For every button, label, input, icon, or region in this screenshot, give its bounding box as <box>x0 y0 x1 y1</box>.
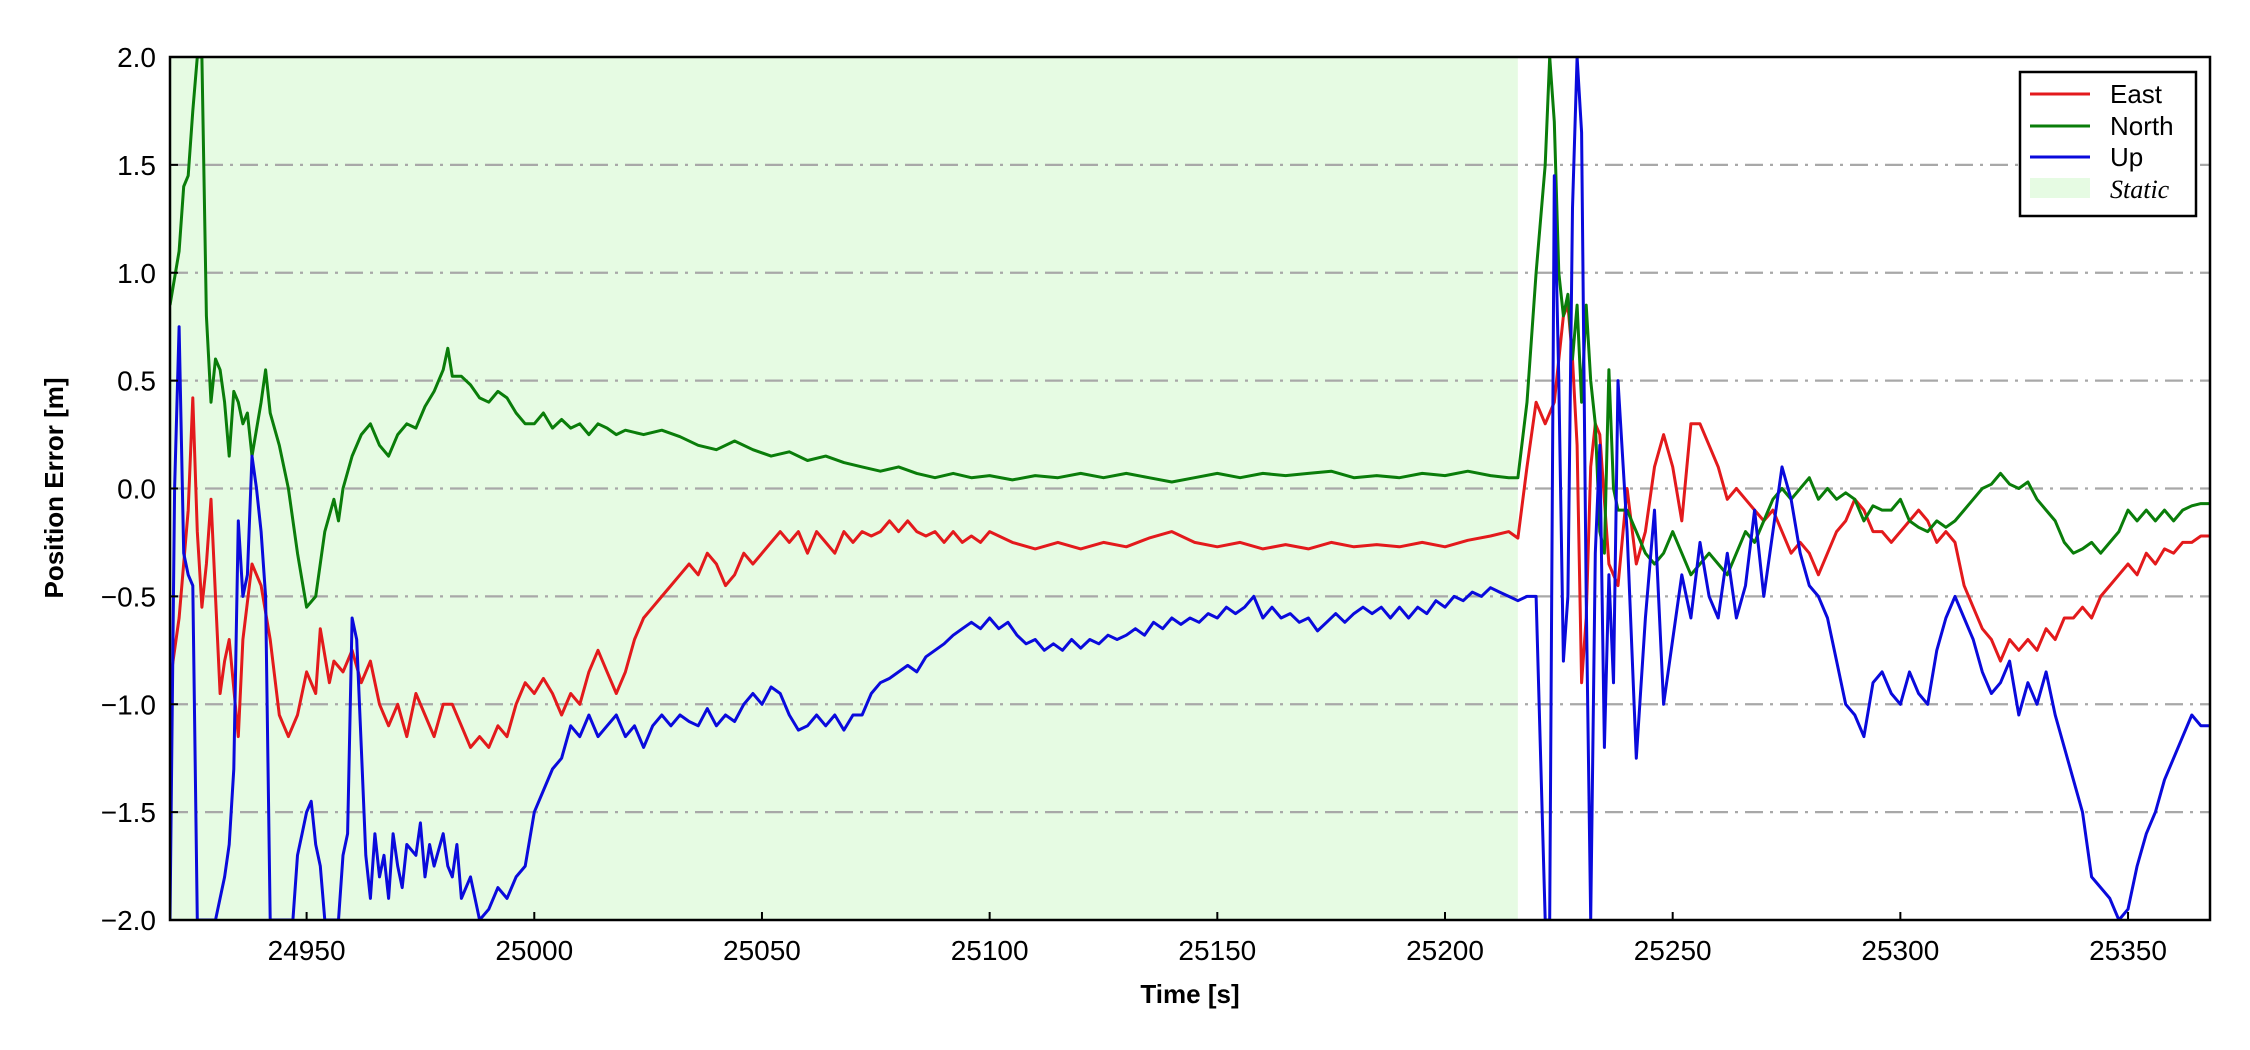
x-tick-label-5: 25200 <box>1406 935 1484 966</box>
y-tick-label-6: 1.0 <box>117 258 156 289</box>
x-axis-label: Time [s] <box>1140 979 1239 1009</box>
legend-east-label: East <box>2110 79 2163 109</box>
y-tick-label-5: 0.5 <box>117 366 156 397</box>
y-tick-label-7: 1.5 <box>117 150 156 181</box>
series-up-line <box>170 57 2210 920</box>
legend-north-label: North <box>2110 111 2174 141</box>
x-tick-label-1: 25000 <box>495 935 573 966</box>
x-tick-label-2: 25050 <box>723 935 801 966</box>
horizontal-gridlines <box>170 163 2210 814</box>
y-tick-label-4: 0.0 <box>117 474 156 505</box>
x-tick-label-7: 25300 <box>1861 935 1939 966</box>
legend: East North Up Static <box>2018 70 2198 218</box>
legend-up-label: Up <box>2110 142 2143 172</box>
x-tick-label-8: 25350 <box>2089 935 2167 966</box>
series-east-line <box>170 303 2210 749</box>
y-tick-label-1: −1.5 <box>101 797 156 828</box>
y-tick-label-3: −0.5 <box>101 581 156 612</box>
y-axis-label: Position Error [m] <box>39 377 69 598</box>
x-tick-label-4: 25150 <box>1178 935 1256 966</box>
legend-static-swatch <box>2030 178 2090 198</box>
y-tick-label-8: 2.0 <box>117 42 156 73</box>
x-axis-ticks: 24950 25000 25050 25100 25150 25200 25250 25300… <box>268 912 2167 966</box>
x-tick-label-3: 25100 <box>951 935 1029 966</box>
y-tick-label-2: −1.0 <box>101 689 156 720</box>
series-lines <box>170 57 2210 920</box>
y-tick-label-0: −2.0 <box>101 905 156 936</box>
x-tick-label-0: 24950 <box>268 935 346 966</box>
series-north-line <box>170 57 2210 609</box>
legend-static-label: Static <box>2110 175 2170 204</box>
x-tick-label-6: 25250 <box>1634 935 1712 966</box>
y-axis-ticks: −2.0 −1.5 −1.0 −0.5 0.0 0.5 1.0 1.5 2.0 <box>101 42 178 936</box>
legend-box <box>2018 70 2198 218</box>
